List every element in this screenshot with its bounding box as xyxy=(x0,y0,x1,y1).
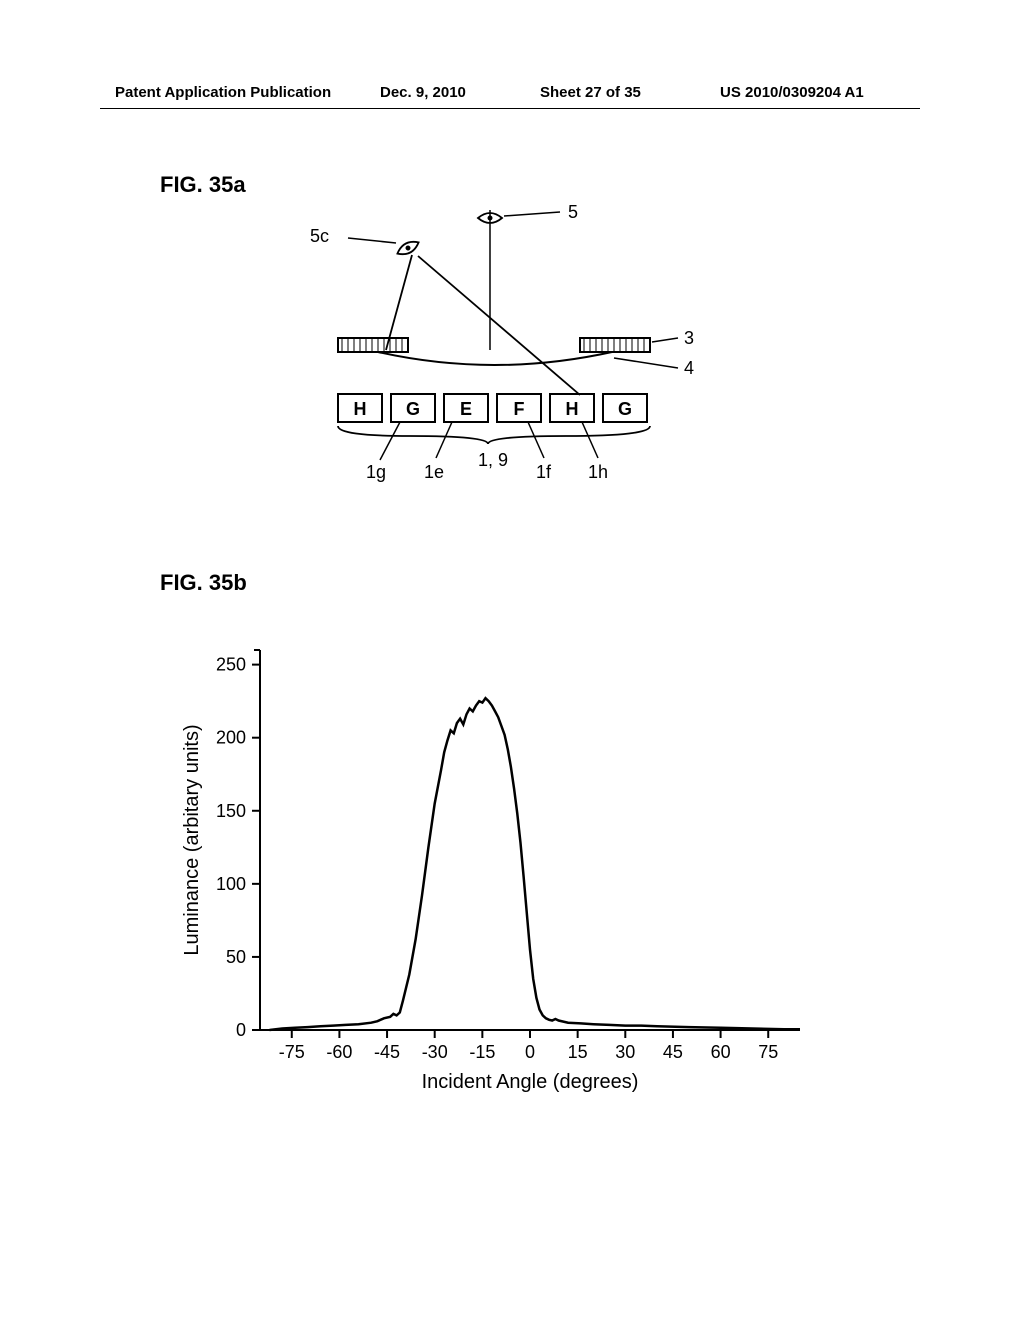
ref-1f: 1f xyxy=(536,462,552,482)
svg-text:15: 15 xyxy=(568,1042,588,1062)
svg-text:50: 50 xyxy=(226,947,246,967)
ref-1e: 1e xyxy=(424,462,444,482)
publication-number: US 2010/0309204 A1 xyxy=(720,84,864,101)
ref-1h: 1h xyxy=(588,462,608,482)
ref-5c: 5c xyxy=(310,226,329,246)
ref-1-9: 1, 9 xyxy=(478,450,508,470)
header-rule xyxy=(100,108,920,109)
svg-text:E: E xyxy=(460,399,472,419)
publication-type: Patent Application Publication xyxy=(115,84,331,101)
svg-text:Luminance (arbitary units): Luminance (arbitary units) xyxy=(181,724,203,955)
layer-3 xyxy=(338,338,650,352)
svg-text:-60: -60 xyxy=(326,1042,352,1062)
svg-text:-45: -45 xyxy=(374,1042,400,1062)
svg-text:G: G xyxy=(406,399,420,419)
svg-text:H: H xyxy=(354,399,367,419)
eye-offaxis-icon xyxy=(395,238,421,258)
pixel-row: HGEFHG xyxy=(338,394,647,422)
svg-text:30: 30 xyxy=(615,1042,635,1062)
svg-text:-30: -30 xyxy=(422,1042,448,1062)
fig35a-label: FIG. 35a xyxy=(160,172,246,198)
svg-text:200: 200 xyxy=(216,728,246,748)
svg-text:0: 0 xyxy=(525,1042,535,1062)
ref-5: 5 xyxy=(568,202,578,222)
sheet-number: Sheet 27 of 35 xyxy=(540,84,641,101)
ref-4: 4 xyxy=(684,358,694,378)
svg-text:60: 60 xyxy=(711,1042,731,1062)
fig35b-label: FIG. 35b xyxy=(160,570,247,596)
ref-1g: 1g xyxy=(366,462,386,482)
svg-text:45: 45 xyxy=(663,1042,683,1062)
svg-text:-75: -75 xyxy=(279,1042,305,1062)
svg-text:100: 100 xyxy=(216,874,246,894)
lens-arc xyxy=(378,352,612,365)
svg-text:Incident Angle (degrees): Incident Angle (degrees) xyxy=(422,1071,639,1093)
svg-text:0: 0 xyxy=(236,1020,246,1040)
fig35a-diagram: 5 5c 3 4 H G E F H G xyxy=(260,200,720,500)
svg-text:F: F xyxy=(514,399,525,419)
svg-text:-15: -15 xyxy=(469,1042,495,1062)
svg-text:H: H xyxy=(566,399,579,419)
brace xyxy=(338,426,650,444)
fig35b-chart: 0 50 100 150 200 250 -75 -60 -45 -30 -15 0 15 30 45 60 7… xyxy=(170,640,830,1120)
svg-text:G: G xyxy=(618,399,632,419)
svg-text:150: 150 xyxy=(216,801,246,821)
publication-date: Dec. 9, 2010 xyxy=(380,84,466,101)
ref-3: 3 xyxy=(684,328,694,348)
svg-text:75: 75 xyxy=(758,1042,778,1062)
svg-text:250: 250 xyxy=(216,655,246,675)
